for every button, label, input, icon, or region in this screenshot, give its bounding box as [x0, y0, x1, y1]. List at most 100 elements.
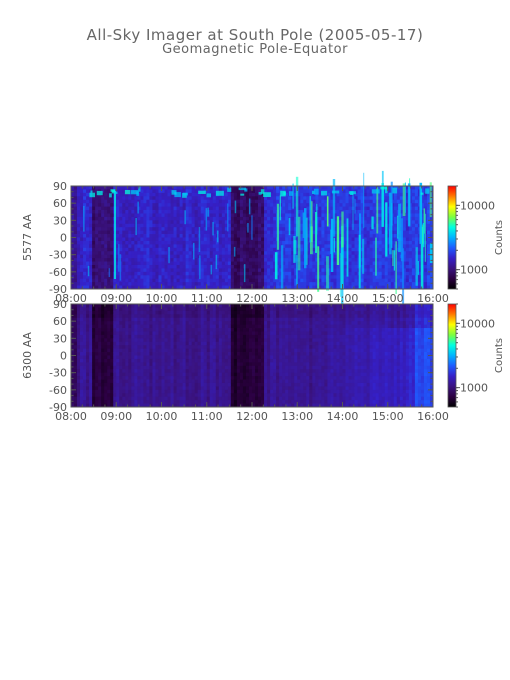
heatmap-cell	[113, 369, 117, 374]
heatmap-cell	[128, 244, 132, 249]
heatmap-cell	[128, 314, 132, 319]
heatmap-cell	[122, 244, 126, 249]
heatmap-cell	[167, 400, 171, 404]
heatmap-cell	[128, 237, 132, 242]
heatmap-cell	[140, 189, 144, 194]
heatmap-cell	[134, 186, 138, 190]
heatmap-cell	[125, 244, 129, 249]
heatmap-cell	[116, 282, 120, 286]
heatmap-cell	[224, 240, 229, 245]
heatmap-cell	[402, 237, 407, 242]
heatmap-cell	[122, 372, 126, 377]
heatmap-cell	[95, 365, 99, 370]
heatmap-cell	[405, 237, 410, 242]
heatmap-cell	[333, 285, 337, 290]
heatmap-cell	[233, 278, 238, 283]
heatmap-cell	[378, 244, 383, 249]
heatmap-cell	[270, 251, 274, 256]
heatmap-cell	[167, 341, 171, 346]
heatmap-cell	[227, 213, 232, 218]
heatmap-cell	[215, 199, 220, 204]
heatmap-cell	[113, 278, 117, 283]
heatmap-cell	[152, 328, 156, 332]
heatmap-cell	[95, 369, 99, 374]
heatmap-cell	[270, 261, 274, 266]
heatmap-cell	[173, 314, 177, 319]
heatmap-cell	[140, 369, 144, 374]
heatmap-cell	[137, 393, 141, 398]
heatmap-cell	[236, 199, 241, 204]
heatmap-cell	[300, 268, 304, 273]
heatmap-cell	[110, 230, 114, 235]
heatmap-cell	[86, 268, 90, 273]
heatmap-cell	[83, 386, 87, 391]
heatmap-cell	[83, 382, 87, 387]
heatmap-cell	[167, 345, 171, 350]
heatmap-cell	[116, 321, 120, 325]
heatmap-cell	[80, 348, 84, 353]
heatmap-cell	[176, 362, 180, 367]
heatmap-cell	[140, 251, 144, 256]
heatmap-cell	[122, 227, 126, 232]
heatmap-cell	[321, 285, 325, 290]
heatmap-cell	[209, 223, 214, 228]
heatmap-cell	[155, 199, 159, 204]
heatmap-cell	[321, 261, 325, 266]
heatmap-cell	[312, 216, 316, 221]
heatmap-cell	[71, 365, 75, 370]
heatmap-cell	[182, 237, 187, 242]
heatmap-cell	[146, 396, 150, 401]
heatmap-cell	[89, 240, 93, 245]
heatmap-cell	[119, 389, 123, 394]
heatmap-cell	[399, 186, 404, 190]
heatmap-cell	[98, 321, 102, 325]
heatmap-cell	[104, 372, 108, 377]
heatmap-cell	[200, 196, 205, 201]
heatmap-cell	[227, 264, 232, 269]
heatmap-cell	[236, 278, 241, 283]
heatmap-cell	[426, 258, 431, 262]
heatmap-cell	[378, 251, 383, 256]
heatmap-cell	[312, 244, 316, 249]
heatmap-cell	[101, 334, 105, 339]
heatmap-cell	[179, 186, 184, 190]
heatmap-cell	[264, 268, 268, 273]
heatmap-cell	[194, 282, 199, 286]
heatmap-cell	[267, 278, 271, 283]
heatmap-cell	[176, 251, 180, 256]
heatmap-cell	[98, 369, 102, 374]
heatmap-cell	[125, 192, 129, 197]
heatmap-cell	[230, 227, 235, 232]
heatmap-cell	[182, 244, 187, 249]
heatmap-cell	[230, 275, 235, 280]
heatmap-cell	[143, 227, 147, 232]
heatmap-cell	[80, 258, 84, 262]
heatmap-cell	[92, 282, 96, 286]
heatmap-cell	[348, 275, 352, 280]
heatmap-cell	[179, 258, 184, 262]
heatmap-cell	[167, 355, 171, 360]
heatmap-cell	[143, 379, 147, 384]
heatmap-cell	[71, 237, 75, 242]
heatmap-cell	[104, 254, 108, 259]
heatmap-cell	[92, 324, 96, 329]
heatmap-cell	[110, 192, 114, 197]
heatmap-cell	[155, 321, 159, 325]
heatmap-cell	[140, 264, 144, 269]
heatmap-cell	[318, 271, 322, 276]
heatmap-cell	[164, 206, 168, 211]
heatmap-cell	[342, 189, 346, 194]
heatmap-cell	[104, 264, 108, 269]
heatmap-cell	[89, 251, 93, 256]
heatmap-cell	[110, 310, 114, 315]
heatmap-cell	[261, 220, 265, 225]
heatmap-cell	[288, 278, 292, 283]
heatmap-cell	[158, 331, 162, 336]
streak	[354, 198, 356, 214]
heatmap-cell	[203, 227, 208, 232]
heatmap-cell	[101, 230, 105, 235]
heatmap-cell	[360, 223, 365, 228]
heatmap-cell	[327, 278, 331, 283]
heatmap-cell	[86, 203, 90, 207]
heatmap-cell	[276, 271, 280, 276]
